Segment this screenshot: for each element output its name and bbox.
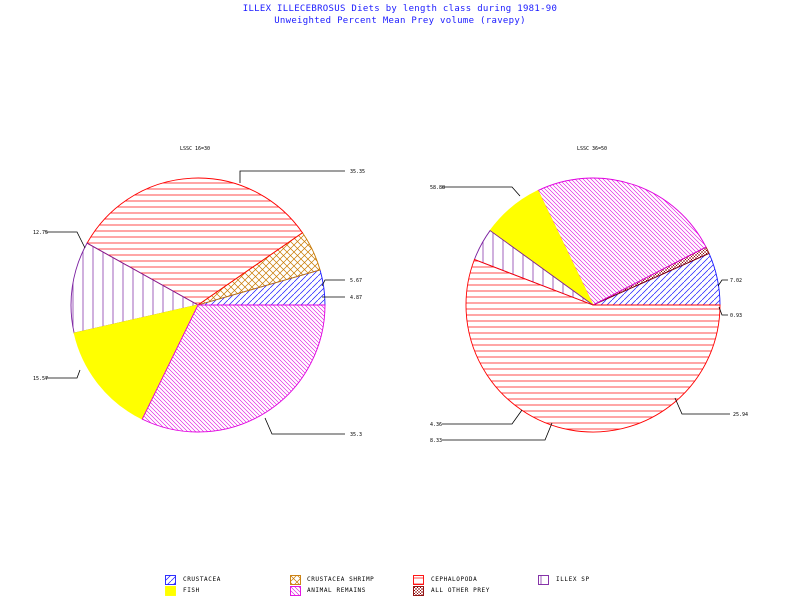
pie-slice-illex-sp [70, 242, 200, 334]
leader-line [717, 279, 728, 287]
legend-label: CRUSTACEA [183, 576, 221, 583]
pie-slice-fish [73, 304, 199, 420]
data-label: 35.3 [350, 432, 362, 438]
leader-line [442, 186, 521, 197]
data-label: 7.02 [730, 278, 742, 284]
pie-title: LSSC 16=30 [180, 146, 210, 152]
data-label: 0.93 [730, 313, 742, 319]
legend-swatch [413, 586, 424, 596]
pie-title: LSSC 36=50 [577, 146, 607, 152]
data-label: 12.75 [33, 230, 48, 236]
chart-subtitle: Unweighted Percent Mean Prey volume (rav… [274, 16, 526, 26]
leader-line [264, 417, 345, 435]
leader-line [442, 409, 523, 425]
leader-line [45, 231, 86, 249]
legend-swatch [290, 575, 301, 585]
leader-line [321, 279, 345, 287]
leader-line [239, 170, 345, 183]
legend-label: ILLEX SP [556, 576, 590, 583]
legend-swatch [165, 586, 176, 596]
data-label: 4.87 [350, 295, 362, 301]
chart-title: ILLEX ILLECEBROSUS Diets by length class… [242, 4, 558, 14]
data-label: 58.88 [430, 185, 445, 191]
data-label: 25.94 [733, 412, 748, 418]
data-label: 5.67 [350, 278, 362, 284]
legend-label: ANIMAL REMAINS [307, 587, 366, 594]
pie-slice-animal-remains [141, 304, 326, 433]
legend-label: ALL OTHER PREY [431, 587, 490, 594]
pie-slice-cephalopoda [86, 177, 304, 306]
data-label: 8.33 [430, 438, 442, 444]
data-label: 15.57 [33, 376, 48, 382]
legend-label: CRUSTACEA SHRIMP [307, 576, 375, 583]
leader-line [674, 397, 730, 415]
leader-line [718, 306, 728, 316]
legend-label: CEPHALOPODA [431, 576, 478, 583]
pie-slice-cephalopoda [465, 258, 721, 433]
data-label: 35.35 [350, 169, 365, 175]
legend-swatch [413, 575, 424, 585]
leader-line [442, 422, 553, 441]
legend-swatch [165, 575, 176, 585]
legend-swatch [538, 575, 549, 585]
pie-slice-animal-remains [537, 177, 707, 306]
legend-label: FISH [183, 587, 200, 594]
leader-line [45, 369, 81, 379]
legend-swatch [290, 586, 301, 596]
data-label: 4.36 [430, 422, 442, 428]
